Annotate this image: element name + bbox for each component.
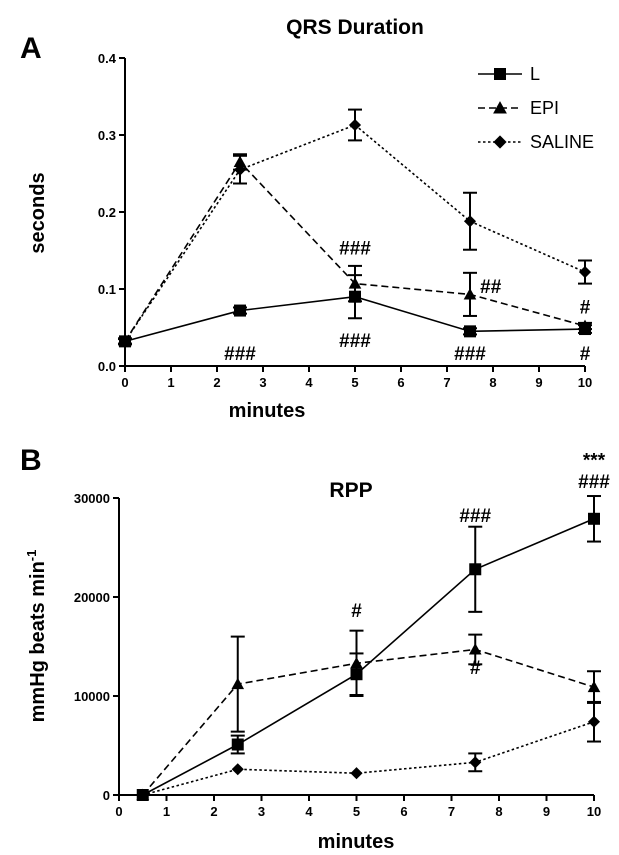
y-tick-label-a: 0.3: [98, 128, 116, 143]
axes-b: 0 1 2 3 4 5 6 7 8 9 10 0 10000 20000 30000: [74, 491, 601, 819]
significance-mark-a: ###: [339, 238, 371, 259]
data-point-epi-b: [468, 643, 482, 655]
series-l-b: [136, 495, 601, 801]
data-point-epi-b: [231, 677, 245, 690]
panel-letter-b: B: [20, 444, 42, 477]
data-point-saline-a: [348, 118, 362, 132]
chart-title-b: RPP: [329, 479, 372, 502]
data-point-saline-b: [469, 756, 482, 769]
data-point-saline-a: [118, 335, 132, 348]
x-axis-title-b: minutes: [318, 831, 395, 853]
significance-mark-b: #: [351, 601, 362, 622]
significance-mark-a: ##: [480, 277, 502, 298]
data-point-epi-b: [350, 657, 363, 669]
legend: L EPI SALINE: [478, 64, 594, 152]
x-tick-label-b: 8: [495, 804, 502, 819]
x-tick-label-a: 3: [259, 375, 266, 390]
y-axis-title-b-main: mmHg beats min: [27, 561, 49, 722]
legend-label-l: L: [530, 64, 540, 84]
x-tick-label-a: 9: [535, 375, 542, 390]
series-saline-a: [118, 108, 592, 348]
x-tick-label-a: 5: [351, 375, 358, 390]
data-point-epi-a: [578, 319, 592, 332]
legend-marker-epi: [493, 101, 507, 114]
x-tick-label-a: 1: [167, 375, 174, 390]
data-point-saline-a: [578, 266, 592, 279]
x-tick-label-b: 5: [353, 804, 360, 819]
data-point-l-a: [234, 304, 246, 317]
y-tick-label-a: 0.2: [98, 205, 116, 220]
x-tick-label-b: 6: [400, 804, 407, 819]
x-tick-label-b: 1: [163, 804, 170, 819]
x-tick-label-b: 2: [210, 804, 217, 819]
y-tick-label-b: 30000: [74, 491, 110, 506]
chart-title-a: QRS Duration: [286, 16, 424, 39]
x-tick-label-b: 3: [258, 804, 265, 819]
x-tick-label-b: 7: [448, 804, 455, 819]
x-axis-title-a: minutes: [229, 400, 306, 422]
panel-a: A QRS Duration 0 1 2 3 4 5 6 7 8 9 100.00.10.20.30…: [20, 16, 594, 422]
series-saline-b: [136, 700, 601, 802]
significance-mark-b: ***: [583, 450, 606, 471]
data-point-l-b: [588, 512, 600, 525]
significance-mark-b: #: [470, 658, 481, 679]
series-line-epi-b: [142, 648, 595, 796]
plot-area-b: ########***: [136, 450, 610, 802]
y-tick-label-b: 10000: [74, 689, 110, 704]
x-tick-label-a: 8: [489, 375, 496, 390]
plot-area-a: ################: [118, 108, 592, 365]
legend-marker-l: [494, 68, 506, 80]
data-point-l-b: [231, 738, 244, 751]
x-tick-label-b: 0: [115, 804, 122, 819]
series-epi-b: [136, 629, 601, 801]
data-point-epi-a: [463, 288, 477, 300]
x-tick-label-a: 2: [213, 375, 220, 390]
y-tick-label-a: 0.0: [98, 359, 116, 374]
y-tick-label-a: 0.4: [98, 51, 117, 66]
x-tick-label-a: 6: [397, 375, 404, 390]
y-tick-label-b: 0: [103, 788, 110, 803]
x-tick-label-b: 10: [587, 804, 601, 819]
y-axis-title-b-superscript: -1: [24, 550, 39, 562]
significance-mark-a: ###: [339, 331, 371, 352]
data-point-saline-b: [350, 767, 363, 780]
panel-letter-a: A: [20, 32, 42, 65]
x-tick-label-b: 9: [543, 804, 550, 819]
significance-mark-b: ###: [578, 472, 610, 493]
y-axis-title-b: mmHg beats min-1: [24, 550, 49, 723]
legend-marker-saline: [493, 135, 507, 149]
significance-mark-b: ###: [459, 506, 491, 527]
x-tick-label-a: 7: [443, 375, 450, 390]
x-tick-label-a: 10: [578, 375, 592, 390]
y-tick-label-a: 0.1: [98, 282, 116, 297]
series-line-l-b: [142, 518, 595, 796]
y-axis-title-a: seconds: [27, 172, 49, 253]
axes-a: 0 1 2 3 4 5 6 7 8 9 10 0.0 0.1 0.2 0.3 0.4: [98, 51, 592, 390]
legend-label-saline: SALINE: [530, 132, 594, 152]
data-point-epi-b: [587, 680, 601, 693]
data-point-saline-b: [136, 788, 149, 802]
significance-mark-a: ###: [454, 344, 486, 365]
significance-mark-a: #: [580, 298, 591, 319]
significance-mark-a: ###: [224, 344, 256, 365]
legend-label-epi: EPI: [530, 98, 559, 118]
data-point-l-a: [464, 325, 476, 338]
data-point-saline-b: [587, 715, 601, 728]
data-point-saline-b: [231, 763, 244, 776]
y-tick-label-b: 20000: [74, 590, 110, 605]
data-point-saline-a: [233, 163, 247, 176]
data-point-saline-a: [463, 215, 477, 228]
x-tick-label-a: 4: [305, 375, 313, 390]
data-point-epi-a: [348, 277, 362, 289]
significance-mark-a: #: [580, 344, 591, 365]
x-tick-label-b: 4: [305, 804, 313, 819]
x-tick-label-a: 0: [121, 375, 128, 390]
data-point-l-b: [469, 563, 482, 576]
